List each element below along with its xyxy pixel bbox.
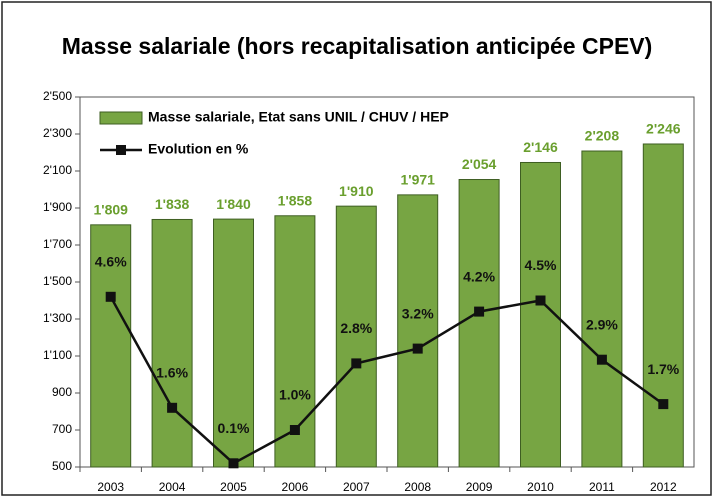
bar-value-label: 1'838	[155, 196, 190, 212]
line-value-label: 1.6%	[156, 365, 188, 381]
x-tick-label: 2003	[97, 480, 124, 494]
y-tick-label: 2'100	[43, 163, 72, 177]
line-value-label: 4.2%	[463, 268, 495, 284]
x-tick-label: 2011	[589, 480, 615, 494]
x-tick-label: 2010	[527, 480, 554, 494]
line-marker	[351, 358, 362, 369]
x-tick-label: 2007	[343, 480, 370, 494]
bar	[335, 205, 377, 468]
bar	[213, 218, 254, 468]
line-value-label: 1.0%	[279, 387, 311, 403]
y-tick-label: 1'300	[43, 311, 72, 325]
line-value-label: 2.8%	[340, 320, 372, 336]
line-marker	[228, 458, 239, 469]
line-value-label: 4.6%	[95, 254, 127, 270]
bar	[90, 224, 132, 468]
bar-value-label: 2'054	[462, 156, 497, 172]
y-tick-label: 1'500	[43, 274, 72, 288]
y-tick-label: 900	[52, 385, 72, 399]
line-marker	[167, 402, 178, 413]
line-marker	[596, 354, 607, 365]
line-value-label: 2.9%	[586, 316, 618, 332]
bar-value-label: 1'971	[400, 172, 435, 188]
x-tick-label: 2006	[282, 480, 309, 494]
legend-label: Masse salariale, Etat sans UNIL / CHUV /…	[148, 109, 449, 125]
line-value-label: 1.7%	[647, 361, 679, 377]
chart-title: Masse salariale (hors recapitalisation a…	[62, 33, 653, 59]
bar-value-label: 2'246	[646, 121, 681, 137]
bar-value-label: 2'146	[523, 139, 558, 155]
y-tick-label: 1'900	[43, 200, 72, 214]
legend-label: Evolution en %	[148, 141, 249, 157]
line-value-label: 0.1%	[218, 420, 250, 436]
legend-swatch	[99, 111, 143, 125]
y-tick-label: 500	[52, 459, 72, 473]
x-tick-label: 2009	[466, 480, 493, 494]
line	[109, 296, 665, 465]
y-tick-label: 1'700	[43, 237, 72, 251]
line-marker	[535, 295, 546, 306]
bar	[581, 150, 623, 468]
bar-value-label: 1'858	[278, 192, 313, 208]
line-marker	[658, 399, 669, 410]
bar-value-label: 1'809	[93, 202, 128, 218]
line-value-label: 4.5%	[525, 257, 557, 273]
bar	[151, 218, 193, 468]
bar-value-label: 2'208	[585, 128, 620, 144]
bar	[458, 179, 500, 468]
y-tick-label: 700	[52, 422, 72, 436]
bar-value-label: 1'910	[339, 183, 374, 199]
legend-marker	[116, 145, 126, 155]
line-value-label: 3.2%	[402, 305, 434, 321]
x-tick-label: 2008	[404, 480, 431, 494]
x-tick-label: 2005	[220, 480, 247, 494]
bar	[397, 194, 439, 468]
line-marker	[105, 291, 116, 302]
y-tick-label: 2'500	[43, 89, 72, 103]
line-marker	[474, 306, 485, 317]
y-tick-label: 2'300	[43, 126, 72, 140]
line-marker	[412, 343, 423, 354]
x-tick-label: 2004	[159, 480, 186, 494]
line-marker	[289, 425, 300, 435]
bar	[642, 143, 684, 468]
x-tick-label: 2012	[650, 480, 677, 494]
y-tick-label: 1'100	[43, 348, 72, 362]
bar-value-label: 1'840	[216, 196, 251, 212]
